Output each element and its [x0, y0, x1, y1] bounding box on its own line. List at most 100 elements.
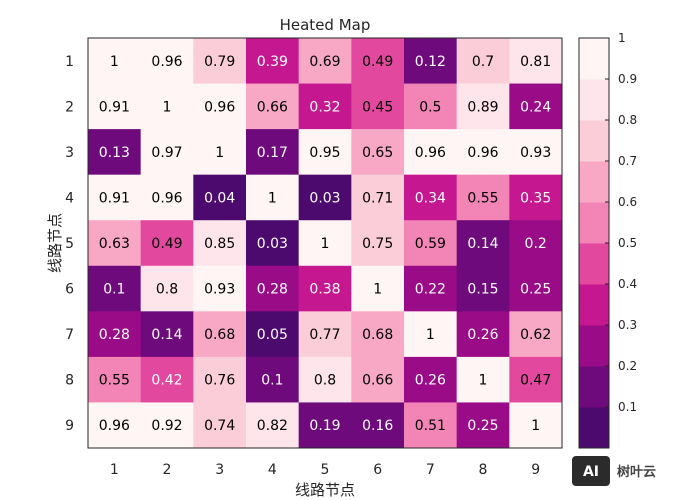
heatmap-cell [351, 265, 405, 312]
y-tick-label: 4 [65, 190, 74, 206]
heatmap-cell [193, 265, 247, 312]
cell-value-label: 0.68 [204, 327, 235, 343]
heatmap-cell [298, 174, 352, 221]
cell-value-label: 0.49 [151, 236, 182, 252]
cell-value-label: 0.92 [151, 418, 182, 434]
colorbar-segment [579, 407, 609, 449]
cell-value-label: 0.71 [362, 190, 393, 206]
colorbar-tick-label: 0.8 [618, 113, 637, 127]
heatmap-cell [246, 220, 300, 267]
cell-value-label: 0.97 [151, 145, 182, 161]
heatmap-cells: 1 0.96 0.79 0.39 0.69 0.49 0.12 0.7 0.810.91 1 0.9… [88, 38, 563, 449]
cell-value-label: 0.66 [362, 373, 393, 389]
y-tick-label: 9 [65, 418, 74, 434]
cell-value-label: 1 [110, 54, 119, 70]
cell-value-label: 0.7 [472, 54, 494, 70]
heatmap-cell [456, 356, 510, 403]
heatmap-cell [193, 220, 247, 267]
cell-value-label: 0.35 [520, 190, 551, 206]
cell-value-label: 0.96 [151, 190, 182, 206]
cell-value-label: 1 [321, 236, 330, 252]
heatmap-cell [351, 356, 405, 403]
heatmap-cell [298, 129, 352, 176]
heatmap-cell [298, 311, 352, 358]
heatmap-cell [298, 265, 352, 312]
y-tick-label: 8 [65, 373, 74, 389]
cell-value-label: 0.1 [261, 373, 283, 389]
heatmap-cell [404, 129, 458, 176]
cell-value-label: 0.68 [362, 327, 393, 343]
colorbar-tick-label: 0.6 [618, 195, 637, 209]
cell-value-label: 0.19 [309, 418, 340, 434]
x-tick-label: 4 [268, 462, 277, 478]
cell-value-label: 0.42 [151, 373, 182, 389]
cell-value-label: 0.93 [520, 145, 551, 161]
cell-value-label: 1 [373, 282, 382, 298]
cell-value-label: 0.28 [257, 282, 288, 298]
heatmap-cell [140, 402, 194, 449]
heatmap-cell [140, 38, 194, 85]
x-tick-label: 6 [373, 462, 382, 478]
heatmap-cell [193, 311, 247, 358]
cell-value-label: 0.95 [309, 145, 340, 161]
heatmap-cell [298, 356, 352, 403]
heatmap-cell [351, 311, 405, 358]
heatmap-cell [456, 220, 510, 267]
heatmap-cell [509, 265, 563, 312]
x-tick-label: 8 [479, 462, 488, 478]
x-tick-label: 9 [531, 462, 540, 478]
colorbar-tick-label: 0.2 [618, 359, 637, 373]
cell-value-label: 0.14 [467, 236, 498, 252]
heatmap-cell [404, 83, 458, 130]
cell-value-label: 0.15 [467, 282, 498, 298]
cell-value-label: 0.39 [257, 54, 288, 70]
cell-value-label: 0.8 [156, 282, 178, 298]
cell-value-label: 0.47 [520, 373, 551, 389]
heatmap-cell [193, 129, 247, 176]
cell-value-label: 0.34 [415, 190, 446, 206]
heatmap-cell [246, 356, 300, 403]
cell-value-label: 0.03 [257, 236, 288, 252]
heatmap-cell [88, 356, 142, 403]
heatmap-cell [246, 38, 300, 85]
heatmap-cell [193, 174, 247, 221]
y-tick-label: 5 [65, 236, 74, 252]
heatmap-cell [193, 38, 247, 85]
heatmap-cell [404, 265, 458, 312]
x-axis-ticks: 1 2 3 4 5 6 7 8 9 [110, 462, 540, 478]
heatmap-cell [509, 356, 563, 403]
cell-value-label: 0.16 [362, 418, 393, 434]
heatmap-cell [456, 402, 510, 449]
heatmap-cell [509, 174, 563, 221]
heatmap-cell [351, 129, 405, 176]
colorbar-tick-label: 0.4 [618, 277, 637, 291]
heatmap-cell [351, 83, 405, 130]
heatmap-cell [351, 402, 405, 449]
heatmap-cell [246, 402, 300, 449]
x-axis-label: 线路节点 [295, 481, 355, 499]
cell-value-label: 0.03 [309, 190, 340, 206]
heatmap-cell [509, 402, 563, 449]
cell-value-label: 0.45 [362, 99, 393, 115]
colorbar-tick-label: 1 [618, 31, 626, 45]
cell-value-label: 0.13 [99, 145, 130, 161]
heatmap-cell [298, 83, 352, 130]
cell-value-label: 0.93 [204, 282, 235, 298]
cell-value-label: 1 [479, 373, 488, 389]
heatmap-cell [140, 83, 194, 130]
cell-value-label: 0.26 [467, 327, 498, 343]
heatmap-cell [246, 311, 300, 358]
heatmap-cell [351, 220, 405, 267]
cell-value-label: 0.66 [257, 99, 288, 115]
cell-value-label: 0.91 [99, 99, 130, 115]
heatmap-cell [509, 311, 563, 358]
heatmap-cell [246, 129, 300, 176]
heatmap-cell [88, 402, 142, 449]
heatmap-cell [88, 311, 142, 358]
colorbar-segment [579, 38, 609, 80]
heatmap-cell [193, 402, 247, 449]
heatmap-cell [88, 83, 142, 130]
heatmap-cell [140, 220, 194, 267]
cell-value-label: 0.8 [314, 373, 336, 389]
y-tick-label: 2 [65, 99, 74, 115]
